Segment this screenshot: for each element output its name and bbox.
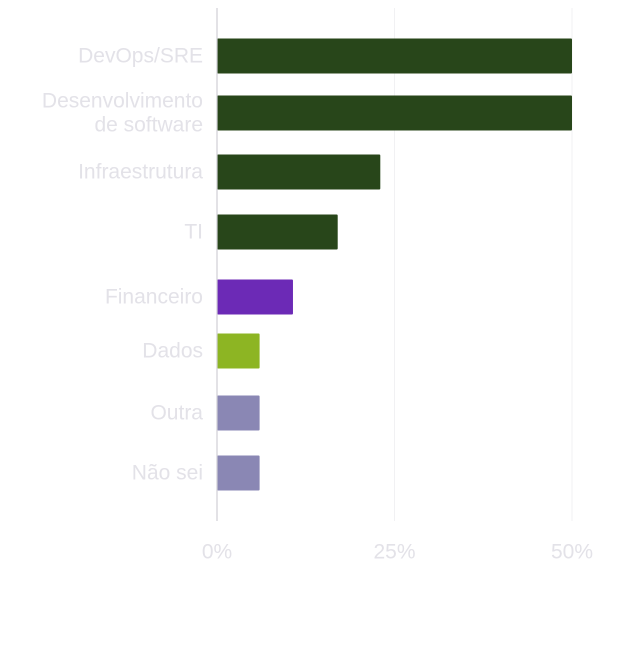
category-label-line: DevOps/SRE [78, 45, 203, 68]
bar-devops-sre [217, 38, 572, 74]
category-label-line: de software [94, 114, 203, 137]
bar-desenvolvimento-de-software [217, 95, 572, 131]
bar-n-o-sei [217, 455, 260, 491]
category-label-line: Desenvolvimento [42, 90, 203, 113]
category-label: Não sei [132, 462, 203, 485]
grid-lines [394, 8, 573, 521]
bars [217, 38, 572, 491]
category-label-line: Dados [142, 340, 203, 363]
category-label: DevOps/SRE [78, 45, 203, 68]
bar-ti [217, 214, 338, 250]
category-label: Infraestrutura [78, 161, 203, 184]
bar-infraestrutura [217, 154, 381, 190]
x-tick-labels: 0% 25% 50% [202, 541, 593, 564]
category-label: Dados [142, 340, 203, 363]
category-label: Outra [150, 402, 203, 425]
category-label-line: Outra [150, 402, 203, 425]
category-label: Desenvolvimento de software [42, 90, 203, 137]
category-labels: DevOps/SRE Desenvolvimento de software Infr… [42, 45, 203, 485]
bar-outra [217, 395, 260, 431]
category-label-line: Não sei [132, 462, 203, 485]
category-label: Financeiro [105, 286, 203, 309]
x-tick-label: 25% [373, 541, 415, 564]
bar-dados [217, 333, 260, 369]
x-tick-label: 50% [551, 541, 593, 564]
category-label-line: Infraestrutura [78, 161, 203, 184]
bar-financeiro [217, 279, 293, 315]
category-label-line: TI [184, 221, 203, 244]
category-label: TI [184, 221, 203, 244]
category-label-line: Financeiro [105, 286, 203, 309]
x-tick-label: 0% [202, 541, 232, 564]
